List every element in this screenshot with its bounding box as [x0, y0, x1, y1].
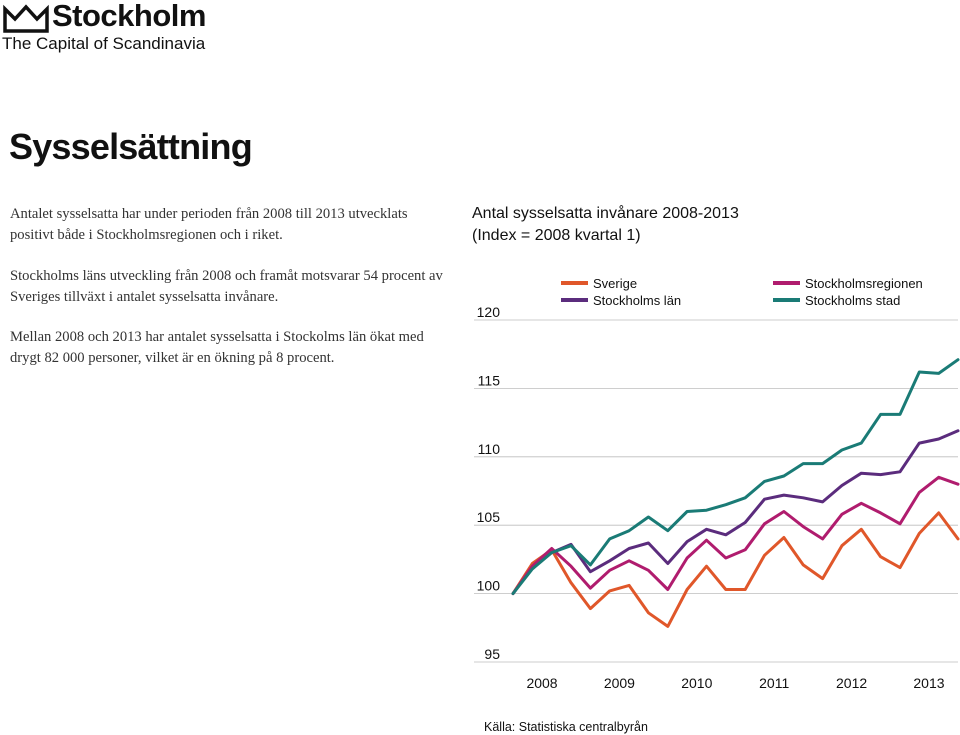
chart-title-line2: (Index = 2008 kvartal 1)	[472, 227, 641, 244]
crown-icon	[3, 4, 49, 33]
y-tick-label: 120	[477, 304, 501, 320]
growth-paragraph: Mellan 2008 och 2013 har antalet syssels…	[10, 329, 424, 366]
series-line-sverige	[511, 511, 960, 628]
chart-title-line1: Antal sysselsatta invånare 2008-2013	[472, 205, 739, 222]
x-tick-label: 2008	[526, 675, 557, 691]
x-tick-label: 2009	[604, 675, 635, 691]
y-tick-label: 115	[478, 372, 501, 388]
legend-label: Stockholms stad	[805, 293, 900, 308]
legend-label: Sverige	[593, 276, 637, 291]
y-tick-label: 110	[478, 441, 501, 457]
legend-label: Stockholms län	[593, 293, 681, 308]
x-tick-label: 2013	[913, 675, 944, 691]
x-tick-label: 2010	[681, 675, 712, 691]
legend-label: Stockholmsregionen	[805, 276, 923, 291]
y-tick-label: 105	[477, 509, 501, 525]
series-line-stockholms-stad	[511, 358, 960, 596]
series-line-stockholms-ln	[511, 429, 960, 596]
x-tick-label: 2012	[836, 675, 867, 691]
chart-source: Källa: Statistiska centralbyrån	[484, 720, 648, 734]
share-paragraph: Stockholms läns utveckling från 2008 och…	[10, 268, 443, 305]
page-title: Sysselsättning	[9, 126, 253, 167]
brand-name: Stockholm	[52, 0, 206, 33]
x-tick-label: 2011	[759, 675, 789, 691]
brand-tagline: The Capital of Scandinavia	[2, 34, 206, 53]
series-line-stockholmsregionen	[511, 475, 960, 596]
y-tick-label: 100	[477, 578, 501, 594]
intro-paragraph: Antalet sysselsatta har under perioden f…	[10, 206, 408, 243]
brand-logo: Stockholm The Capital of Scandinavia	[0, 0, 240, 60]
y-tick-label: 95	[484, 646, 500, 662]
chart-title: Antal sysselsatta invånare 2008-2013 (In…	[472, 203, 739, 247]
